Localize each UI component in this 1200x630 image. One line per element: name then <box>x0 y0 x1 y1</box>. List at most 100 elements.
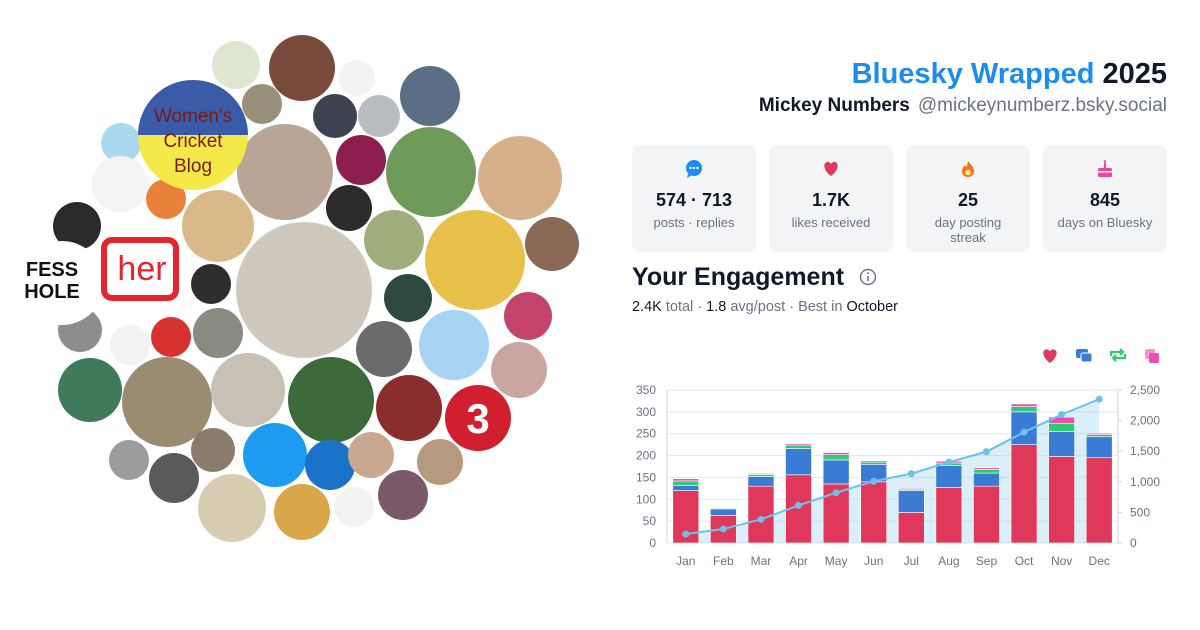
avatar <box>326 185 372 231</box>
avatar <box>236 222 372 358</box>
avatar <box>334 487 374 527</box>
user-name: Mickey Numbers <box>758 95 910 116</box>
stat-card: 845 days on Bluesky <box>1043 145 1167 252</box>
bar-segment <box>860 460 888 463</box>
line-point <box>870 477 878 485</box>
line-point <box>795 501 803 509</box>
stat-value: 845 <box>1089 190 1121 210</box>
avatar <box>313 94 357 138</box>
y-tick-label: 100 <box>636 492 656 506</box>
summary-part: total · <box>661 299 707 315</box>
avatar <box>491 342 547 398</box>
bar-segment <box>672 484 700 491</box>
avatar-band <box>138 80 248 135</box>
x-tick-label: Apr <box>789 554 808 568</box>
stat-label: likes received <box>791 215 871 230</box>
bar-segment <box>973 469 1000 474</box>
avatar <box>305 440 355 490</box>
bar-segment <box>747 474 775 477</box>
line-point <box>832 489 840 497</box>
avatar <box>191 264 231 304</box>
bar-segment <box>1048 431 1075 457</box>
avatar <box>101 123 141 163</box>
avatar <box>274 484 330 540</box>
line-point <box>757 515 765 523</box>
avatar <box>336 135 386 185</box>
y2-tick-label: 500 <box>1130 505 1150 519</box>
y-tick-label: 150 <box>636 470 656 484</box>
avatar <box>348 432 394 478</box>
bar-segment <box>785 443 812 446</box>
avatar <box>525 217 579 271</box>
bar-segment <box>1085 436 1113 459</box>
legend-icon[interactable] <box>1043 349 1057 363</box>
y2-tick-label: 1,000 <box>1130 475 1160 489</box>
stat-value: 25 <box>957 190 979 210</box>
avatar <box>242 84 282 124</box>
legend-icon[interactable] <box>1076 349 1093 363</box>
x-tick-label: Feb <box>713 554 734 568</box>
app-title: Bluesky Wrapped <box>851 58 1095 90</box>
summary-part: 2.4K <box>632 299 662 315</box>
bar-segment <box>710 508 737 516</box>
avatar <box>243 423 307 487</box>
x-tick-label: Sep <box>976 554 998 568</box>
line-point <box>1058 411 1066 419</box>
avatar <box>478 136 562 220</box>
avatar <box>419 310 489 380</box>
avatar <box>212 41 260 89</box>
line-point <box>945 458 953 466</box>
y-tick-label: 250 <box>636 427 656 441</box>
x-tick-label: Jan <box>676 554 695 568</box>
bar-segment <box>935 487 963 544</box>
avatar <box>288 357 374 443</box>
y2-tick-label: 2,500 <box>1130 383 1160 397</box>
stat-label: posts · replies <box>653 215 735 230</box>
stat-label: days on Bluesky <box>1057 215 1153 230</box>
line-point <box>682 530 690 538</box>
bar-segment <box>973 472 1000 487</box>
bar-segment <box>1010 403 1038 407</box>
avatar <box>386 127 476 217</box>
bar-segment <box>973 467 1000 470</box>
avatar-text: Women's <box>154 106 232 127</box>
avatar <box>92 156 148 212</box>
legend-icon[interactable] <box>1145 349 1159 363</box>
avatar <box>339 60 375 96</box>
avatar-text: FESS <box>26 259 78 281</box>
x-tick-label: May <box>825 554 848 568</box>
avatar-text: HOLE <box>24 281 80 303</box>
bar-segment <box>747 476 775 487</box>
avatar <box>149 453 199 503</box>
user: Mickey Numbers @mickeynumberz.bsky.social <box>759 95 1167 117</box>
year: 2025 <box>1102 58 1167 90</box>
legend-icon[interactable] <box>1109 348 1127 362</box>
avatar <box>400 66 460 126</box>
avatar <box>384 274 432 322</box>
avatar <box>193 308 243 358</box>
avatar <box>237 124 333 220</box>
avatar <box>122 357 212 447</box>
avatar <box>376 375 442 441</box>
avatar-text: 3 <box>466 395 489 442</box>
bar-segment <box>935 465 963 488</box>
summary-part: avg/post · Best in <box>726 299 847 315</box>
summary-part: October <box>846 299 899 315</box>
bar-segment <box>822 459 850 485</box>
x-tick-label: Nov <box>1051 554 1072 568</box>
y-tick-label: 50 <box>643 514 657 528</box>
chart: 0 50 100 150 200 250 300 350 0 500 1,000 1,500 2,000… <box>636 348 1160 568</box>
avatar-text: her <box>117 250 166 288</box>
bar-segment <box>785 444 812 449</box>
bar-segment <box>785 448 812 476</box>
title: Bluesky Wrapped 2025 <box>852 58 1167 91</box>
info-icon[interactable] <box>859 268 877 286</box>
summary: 2.4K total · 1.8 avg/post · Best in Octo… <box>632 299 898 315</box>
y-tick-label: 0 <box>649 536 656 550</box>
avatar <box>109 440 149 480</box>
bar-segment <box>1048 456 1075 544</box>
avatar <box>146 179 186 219</box>
avatar-text: Blog <box>174 156 212 177</box>
avatar <box>151 317 191 357</box>
x-tick-label: Jul <box>904 554 919 568</box>
